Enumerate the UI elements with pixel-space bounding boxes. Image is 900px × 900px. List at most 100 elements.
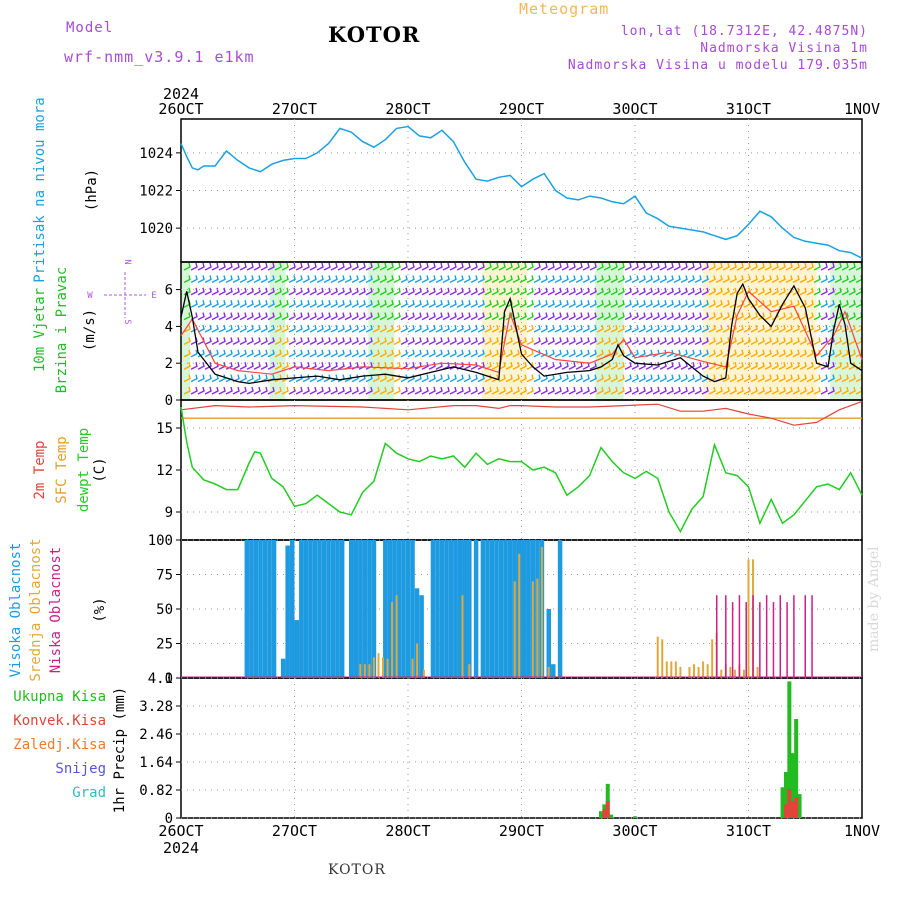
y-tick-label: 75 — [156, 568, 173, 584]
cloud-bar-high — [326, 540, 331, 678]
precip-bar-total — [790, 753, 795, 818]
wind-barb — [365, 362, 373, 370]
wind-barb — [351, 337, 359, 346]
y-tick-label: 1024 — [139, 146, 173, 162]
x-tick-label-top: 27OCT — [272, 100, 317, 118]
cloud-bar-high — [557, 540, 563, 678]
wind-barb — [715, 300, 723, 308]
wind-barb — [393, 300, 401, 308]
wind-barb — [827, 275, 835, 284]
wind-barb — [596, 374, 604, 383]
wind-barb — [435, 324, 443, 333]
cloud-bar-mid — [382, 657, 385, 678]
wind-barb — [379, 349, 387, 358]
precip-bar-conv — [790, 800, 795, 818]
wind-barb — [218, 275, 226, 284]
wind-barb — [694, 337, 702, 346]
wind-barb — [337, 275, 345, 284]
wind-barb — [554, 324, 562, 333]
wind-barb — [820, 374, 828, 383]
wind-barb — [379, 337, 387, 346]
wind-barb — [638, 287, 646, 296]
wind-barb — [617, 312, 625, 321]
wind-barb — [428, 262, 436, 271]
wind-barb — [540, 386, 548, 395]
wind-barb — [848, 287, 856, 296]
wind-barb — [610, 287, 618, 296]
wind-barb — [323, 386, 331, 395]
wind-barb — [386, 287, 394, 296]
wind-barb — [365, 275, 373, 284]
wind-barb — [484, 386, 492, 395]
wind-barb — [302, 300, 310, 308]
cloud-bar-high — [335, 540, 340, 678]
wind-barb — [421, 287, 429, 296]
wind-barb — [302, 262, 310, 271]
wind-barb — [792, 374, 800, 383]
wind-barb — [645, 262, 653, 271]
wind-barb — [379, 275, 387, 284]
precip-legend-0: Ukupna Kisa — [13, 689, 106, 705]
wind-barb — [351, 349, 359, 358]
wind-barb — [218, 374, 226, 383]
wind-barb — [582, 262, 590, 271]
wind-barb — [708, 312, 716, 321]
wind-barb — [778, 362, 786, 370]
wind-barb — [694, 312, 702, 321]
wind-barb — [239, 300, 247, 308]
wind-barb — [526, 374, 534, 383]
wind-barb — [505, 300, 513, 308]
wind-barb — [589, 312, 597, 321]
wind-barb — [477, 386, 485, 395]
wind-barb — [638, 300, 646, 308]
wind-barb — [211, 275, 219, 284]
wind-barb — [701, 337, 709, 346]
wind-barb — [211, 287, 219, 296]
wind-barb — [659, 362, 667, 370]
wind-barb — [540, 300, 548, 308]
wind-barb — [344, 275, 352, 284]
wind-barb — [309, 386, 317, 395]
precip-bar-total — [783, 771, 788, 818]
wind-barb — [715, 337, 723, 346]
wind-barb — [526, 324, 534, 333]
wind-barb — [351, 324, 359, 333]
wind-barb — [610, 300, 618, 308]
wind-barb — [274, 362, 282, 370]
wind-barb — [211, 386, 219, 395]
wind-barb — [841, 386, 849, 395]
wind-barb — [631, 287, 639, 296]
wind-barb — [239, 337, 247, 346]
wind-barb — [281, 275, 289, 284]
wind-barb — [302, 275, 310, 284]
wind-barb — [505, 349, 513, 358]
wind-barb — [372, 362, 380, 370]
cloud-bar-low — [772, 602, 775, 678]
wind-barb — [799, 349, 807, 358]
wind-barb — [673, 312, 681, 321]
cloud-bar-mid — [513, 581, 516, 678]
wind-barb — [449, 262, 457, 271]
wind-barb — [554, 312, 562, 321]
wind-barb — [428, 349, 436, 358]
wind-barb — [190, 386, 198, 395]
wind-barb — [414, 262, 422, 271]
wind-barb — [827, 312, 835, 321]
wind-barb — [428, 337, 436, 346]
wind-barb — [498, 324, 506, 333]
wind-barb — [239, 275, 247, 284]
wind-barb — [540, 275, 548, 284]
wind-barb — [484, 312, 492, 321]
wind-barb — [631, 386, 639, 395]
wind-barb — [204, 386, 212, 395]
wind-barb — [407, 287, 415, 296]
wind-barb — [848, 349, 856, 358]
wind-barb — [722, 337, 730, 346]
cloud-bar-mid — [729, 666, 732, 678]
wind-barb — [428, 287, 436, 296]
wind-barb — [477, 300, 485, 308]
wind-barb — [281, 386, 289, 395]
wind-barb — [673, 287, 681, 296]
wind-barb — [785, 324, 793, 333]
wind-barb — [197, 275, 205, 284]
